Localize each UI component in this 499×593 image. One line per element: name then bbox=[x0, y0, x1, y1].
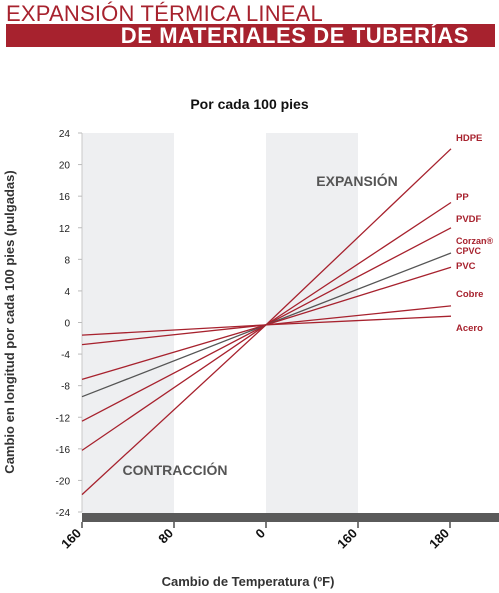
series-label: PP bbox=[456, 192, 469, 203]
y-tick-label: 20 bbox=[59, 161, 71, 172]
x-axis-title: Cambio de Temperatura (ºF) bbox=[162, 574, 335, 589]
y-tick-label: 16 bbox=[59, 192, 71, 203]
x-tick-label: 80 bbox=[155, 526, 176, 547]
series-label: PVC bbox=[456, 261, 476, 272]
y-tick-label: 12 bbox=[59, 224, 71, 235]
y-axis-title: Cambio en longitud por cada 100 pies (pu… bbox=[2, 170, 17, 473]
y-tick-label: -4 bbox=[61, 350, 70, 361]
y-tick-label: 24 bbox=[59, 129, 71, 140]
contraction-label: CONTRACCIÓN bbox=[123, 461, 228, 478]
title-line-1: EXPANSIÓN TÉRMICA LINEAL bbox=[6, 1, 323, 26]
series-label: HDPE bbox=[456, 133, 482, 144]
series-label: Corzan® CPVC bbox=[456, 236, 494, 256]
series-label: PVDF bbox=[456, 214, 482, 225]
y-tick-label: 8 bbox=[64, 255, 70, 266]
x-axis-bar bbox=[82, 513, 499, 522]
header: EXPANSIÓN TÉRMICA LINEAL DE MATERIALES D… bbox=[0, 0, 499, 55]
series-label: Cobre bbox=[456, 289, 483, 300]
shade-band-left bbox=[82, 133, 174, 513]
x-tick-label: 180 bbox=[426, 526, 452, 552]
series-line bbox=[81, 315, 452, 336]
x-tick-label: 160 bbox=[334, 526, 360, 552]
y-tick-label: 4 bbox=[64, 287, 70, 298]
title-line-2: DE MATERIALES DE TUBERÍAS bbox=[120, 23, 469, 48]
x-tick-label: 160 bbox=[58, 526, 84, 552]
chart-title: Por cada 100 pies bbox=[190, 96, 309, 112]
expansion-label: EXPANSIÓN bbox=[316, 172, 397, 189]
series-label: Acero bbox=[456, 323, 483, 334]
y-tick-label: -24 bbox=[56, 508, 71, 519]
y-tick-label: -8 bbox=[61, 382, 70, 393]
title-bar bbox=[6, 24, 495, 47]
y-tick-label: -12 bbox=[56, 413, 71, 424]
y-tick-label: -20 bbox=[56, 476, 71, 487]
y-tick-label: -16 bbox=[56, 445, 71, 456]
y-tick-label: 0 bbox=[64, 319, 70, 330]
